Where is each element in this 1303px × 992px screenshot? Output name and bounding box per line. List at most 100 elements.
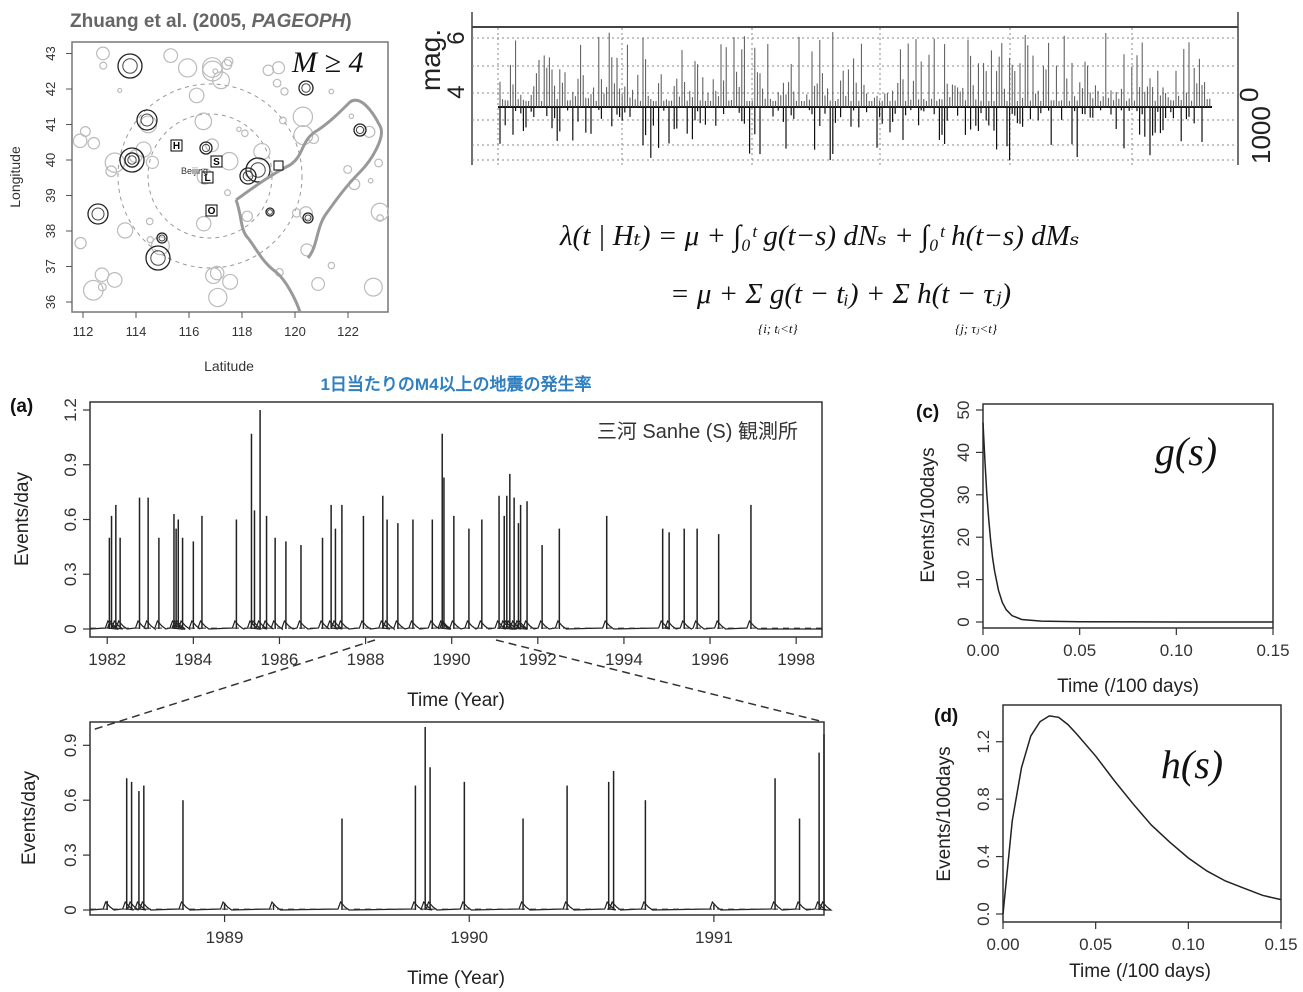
map-x-tick-label: 112 [73, 324, 94, 339]
y-tick-label: 1.2 [974, 730, 993, 754]
y-tick-label: 0 [61, 905, 80, 914]
formula-sub-1: {i; tᵢ<t} [758, 321, 798, 336]
epicenter-marker-major [239, 167, 257, 185]
epicenter-marker [105, 165, 118, 178]
y-tick-label: 0.4 [974, 845, 993, 869]
panel-c-label: (c) [916, 402, 939, 423]
epicenter-marker-major [301, 83, 311, 93]
epicenter-marker [224, 189, 232, 197]
map-y-tick-label: 42 [43, 82, 58, 96]
epicenter-marker-major [127, 155, 137, 165]
y-tick-label: 0.3 [61, 843, 80, 867]
epicenter-marker [201, 57, 223, 78]
x-tick-label: 1992 [519, 650, 557, 669]
chart-a-ylabel: Events/day [12, 472, 33, 566]
epicenter-marker [292, 106, 314, 128]
epicenter-marker [348, 113, 355, 120]
epicenter-marker [195, 215, 212, 232]
x-tick-label: 1998 [777, 650, 815, 669]
map-x-tick-label: 114 [126, 324, 147, 339]
epicenter-marker [87, 136, 101, 150]
epicenter-marker-major [150, 250, 166, 266]
epicenter-marker-major [242, 170, 254, 182]
epicenter-marker [145, 155, 160, 169]
map-xlabel: Latitude [204, 358, 254, 374]
distance-ring [117, 83, 303, 269]
y-tick-label: 0.6 [61, 788, 80, 812]
epicenter-marker-major [122, 58, 138, 74]
magplot-tick-6: 6 [443, 31, 470, 44]
chart-d-ticks: 0.00 0.05 0.10 0.15 0.0 0.4 0.8 1.2 [974, 730, 1298, 954]
epicenter-marker-major [156, 232, 168, 244]
epicenter-marker [363, 125, 376, 138]
magplot-ylabel: mag. [415, 29, 446, 91]
map-y-tick-label: 36 [43, 295, 58, 309]
epicenter-marker [222, 273, 239, 290]
epicenter-marker-major [145, 245, 171, 271]
epicenter-marker [117, 87, 123, 94]
epicenter-marker [343, 164, 353, 174]
epicenter-marker [205, 138, 219, 153]
epicenter-marker [96, 46, 110, 61]
x-tick-label: 0.00 [966, 641, 999, 660]
epicenter-marker [104, 152, 126, 173]
g-kernel-curve [982, 422, 1274, 623]
x-tick-label: 0.15 [1264, 935, 1297, 954]
epicenter-marker [209, 265, 225, 281]
chart-c-frame [982, 403, 1274, 629]
epicenter-marker [298, 206, 313, 221]
epicenter-marker [367, 177, 374, 184]
chart-zoom: 1989 1990 1991 0 0.3 0.6 0.9 Time (Year) Event… [19, 721, 833, 989]
y-tick-label: 40 [954, 443, 973, 462]
map-x-tick-label: 118 [232, 324, 253, 339]
chart-a-ticks: 1982 1984 1986 1988 1990 1992 1994 1996 1998 0 0.3… [61, 398, 815, 669]
y-tick-label: 0.9 [61, 453, 80, 477]
x-tick-label: 0.05 [1079, 935, 1112, 954]
epicenter-marker-major [136, 109, 158, 131]
epicenter-marker [370, 202, 390, 222]
epicenter-marker [163, 48, 179, 64]
y-tick-label: 0 [954, 617, 973, 626]
y-tick-label: 0.9 [61, 733, 80, 757]
epicenter-marker-major [140, 113, 154, 127]
chart-zoom-marks [89, 727, 833, 911]
epicenter-marker-major [304, 214, 312, 222]
epicenter-marker [106, 272, 123, 288]
epicenter-marker-major [353, 123, 367, 137]
x-tick-label: 1988 [347, 650, 385, 669]
map-y-tick-label: 41 [43, 117, 58, 131]
y-tick-label: 30 [954, 485, 973, 504]
magnitude-plot: mag. 4 6 0 1000 [415, 12, 1276, 165]
x-tick-label: 0.05 [1063, 641, 1096, 660]
epicenter-marker-major [250, 162, 266, 178]
chart-zoom-ylabel: Events/day [19, 771, 40, 865]
epicenter-marker [280, 87, 289, 96]
epicenter-marker [327, 261, 336, 270]
citation-prefix: Zhuang et al. (2005, [70, 11, 252, 32]
epicenter-marker [74, 236, 87, 250]
chart-d: (d) 0.00 0.05 0.10 0.15 0.0 0.4 0.8 1.2 h(s) Ti… [934, 704, 1298, 982]
chart-c-xlabel: Time (/100 days) [1057, 676, 1199, 697]
map-ylabel: Longitude [7, 146, 23, 208]
chart-c-label: g(s) [1155, 429, 1217, 474]
chart-c-ticks: 0.00 0.05 0.10 0.15 0 10 20 30 40 50 [954, 401, 1290, 660]
map-y-tick-label: 39 [43, 188, 58, 202]
magplot-tick-0: 0 [1234, 88, 1264, 102]
zoom-connector-left [91, 639, 376, 731]
y-tick-label: 0.0 [974, 902, 993, 926]
formula-sub-2: {j; τⱼ<t} [955, 321, 998, 336]
epicenter-marker-major [199, 141, 213, 155]
map-x-ticks: 112 114 116 118 120 122 [73, 312, 359, 339]
y-tick-label: 50 [954, 401, 973, 420]
x-tick-label: 1984 [174, 650, 212, 669]
map-y-tick-label: 43 [43, 46, 58, 60]
magplot-tick-4: 4 [443, 85, 470, 98]
epicenter-map: M ≥ 4 112 114 116 118 120 122 36 37 38 39 40 41 42 4… [7, 41, 390, 374]
epicenter-marker-major [302, 212, 314, 224]
epicenter-marker-major [298, 80, 314, 96]
epicenter-marker [311, 277, 326, 291]
citation-suffix: ) [345, 11, 351, 32]
map-frame [71, 41, 389, 313]
epicenter-marker [145, 217, 154, 226]
